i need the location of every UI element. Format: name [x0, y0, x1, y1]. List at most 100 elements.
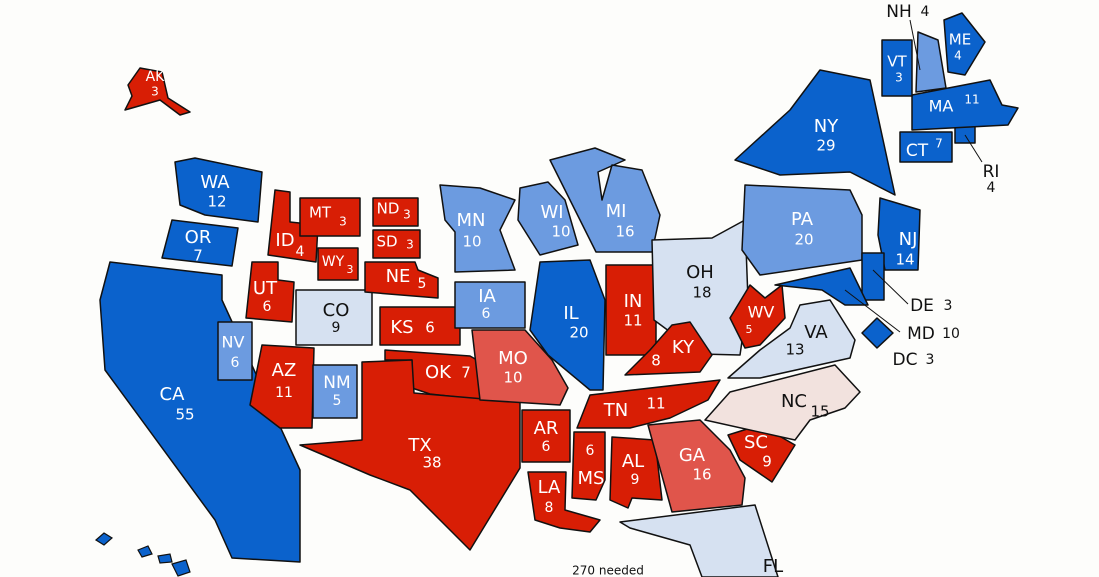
state-votes: 11 [964, 93, 979, 107]
state-votes: 3 [151, 85, 159, 99]
state-abbr: MS [578, 468, 605, 489]
state-votes: 8 [651, 352, 661, 370]
state-abbr: WV [748, 303, 775, 322]
state-abbr: KS [390, 317, 413, 338]
state-abbr: AZ [272, 360, 297, 381]
state-abbr: NC [781, 391, 807, 412]
state-abbr: MN [457, 210, 486, 231]
state-abbr: NV [222, 333, 245, 352]
state-abbr: VA [804, 322, 828, 343]
state-shape [647, 419, 746, 513]
state-shape [915, 31, 947, 93]
state-shape [245, 261, 295, 323]
state-abbr: FL [763, 556, 783, 577]
state-shape [299, 359, 521, 551]
state-abbr: CA [160, 384, 186, 405]
state-shape [471, 329, 569, 406]
state-abbr: WI [540, 202, 563, 223]
state-votes: 10 [942, 326, 960, 342]
state-abbr: ME [949, 31, 971, 49]
state-shape [727, 299, 856, 379]
state-votes: 4 [954, 49, 962, 63]
state-shape [877, 197, 921, 271]
state-abbr: ID [275, 230, 294, 251]
state-shape [571, 431, 606, 501]
state-shape [99, 261, 301, 563]
state-votes: 5 [746, 323, 753, 336]
state-votes: 11 [275, 385, 293, 401]
state-votes: 3 [944, 298, 953, 314]
state-votes: 3 [895, 71, 903, 85]
state-shape [454, 281, 526, 329]
state-abbr: AK [146, 69, 166, 85]
state-votes: 7 [461, 364, 471, 382]
state-abbr: MT [309, 204, 332, 222]
state-abbr: OR [185, 227, 212, 248]
state-shape [379, 306, 461, 346]
state-votes: 9 [631, 472, 640, 488]
state-shape [249, 344, 315, 429]
state-shape [529, 259, 606, 391]
state-shape [861, 317, 894, 349]
state-shape [372, 197, 419, 227]
state-shape [861, 252, 885, 301]
state-abbr: LA [538, 477, 561, 498]
state-shape [517, 181, 579, 256]
state-abbr: TN [603, 400, 628, 421]
state-votes: 9 [762, 453, 772, 471]
state-abbr: OH [686, 262, 714, 283]
state-shape [174, 157, 263, 223]
state-shape [619, 504, 779, 577]
hawaii [94, 532, 191, 577]
state-shape [217, 321, 253, 381]
state-abbr: PA [791, 209, 814, 230]
state-votes: 13 [785, 341, 804, 359]
state-abbr: RI [983, 162, 1000, 182]
state-abbr: DC [893, 350, 918, 370]
state-abbr: OK [425, 362, 452, 383]
state-shape [527, 471, 601, 533]
state-shape [317, 247, 359, 281]
state-votes: 11 [623, 312, 642, 330]
state-abbr: GA [679, 445, 706, 466]
state-abbr: MO [498, 348, 528, 369]
state-votes: 9 [332, 320, 341, 336]
state-votes: 4 [987, 180, 996, 196]
state-abbr: IA [478, 286, 496, 307]
state-abbr: IL [563, 303, 578, 324]
state-votes: 7 [935, 137, 943, 151]
state-votes: 7 [193, 247, 203, 265]
state-abbr: NE [386, 266, 411, 287]
state-abbr: TX [407, 435, 431, 456]
state-shape [734, 69, 896, 196]
state-shape [312, 364, 358, 419]
state-abbr: MI [606, 201, 627, 222]
state-votes: 18 [692, 284, 711, 302]
state-votes: 29 [816, 137, 835, 155]
state-votes: 3 [339, 215, 347, 229]
state-votes: 11 [646, 395, 665, 413]
state-votes: 8 [545, 500, 554, 516]
state-shape [549, 147, 661, 253]
state-shape [624, 321, 713, 376]
state-abbr: WY [322, 254, 345, 270]
state-abbr: MD [907, 324, 935, 344]
state-abbr: VT [887, 53, 907, 71]
state-votes: 55 [175, 406, 194, 424]
state-abbr: SC [744, 432, 768, 453]
state-abbr: AR [534, 418, 559, 439]
state-votes: 3 [406, 238, 414, 252]
state-votes: 20 [569, 324, 588, 342]
state-shape [899, 131, 953, 163]
state-votes: 6 [263, 299, 272, 315]
state-votes: 3 [403, 208, 411, 222]
state-shape [576, 379, 721, 429]
state-votes: 38 [422, 454, 441, 472]
state-shape [124, 67, 191, 116]
state-abbr: CT [906, 141, 929, 161]
state-votes: 15 [810, 403, 829, 421]
state-abbr: NM [323, 373, 350, 393]
leader-lines [844, 19, 983, 333]
state-abbr: NJ [899, 229, 918, 250]
state-shape [911, 79, 1019, 131]
